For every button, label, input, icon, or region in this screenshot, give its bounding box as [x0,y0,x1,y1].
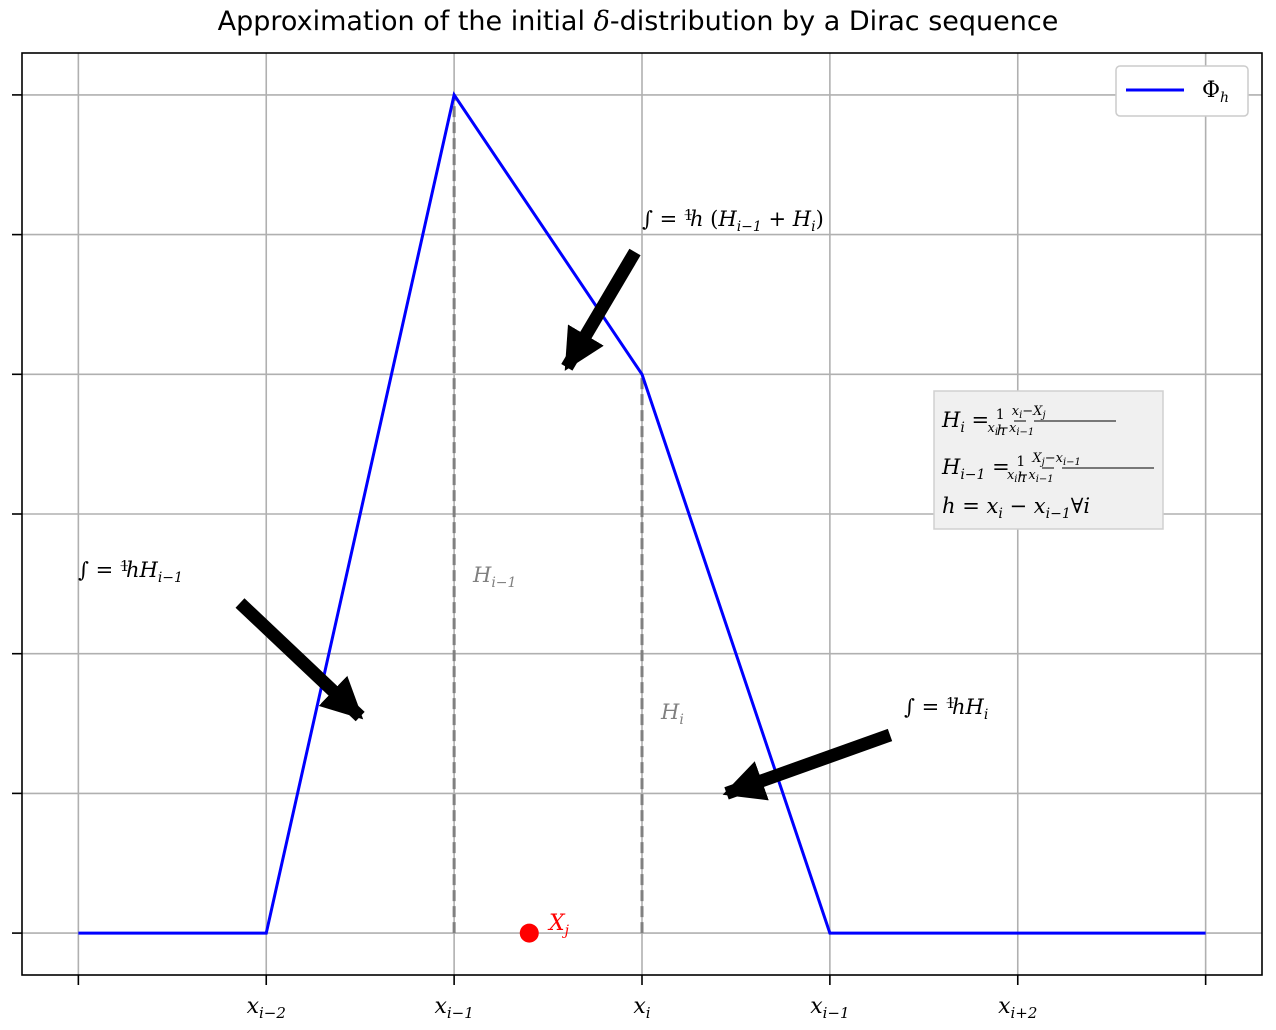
chart-title-text: Approximation of the initial [217,6,594,37]
series-layer [78,91,1206,935]
chart-title-text-end: -distribution by a Dirac sequence [609,6,1059,37]
x-axis-ticks: xi−2 xi−1 xi xi−1 xi+2 [77,975,1207,1022]
annotation-left: ∫ = 1‾hHi−1 [78,557,183,586]
chart-title: Approximation of the initial δ-distribut… [0,6,1276,37]
annotation-arrow-1 [561,248,641,371]
annotation-middle: ∫ = 1‾h (Hi−1 + Hi) [642,206,824,235]
annotation-arrows [235,248,893,801]
dashed-verticals [452,94,644,934]
annotation-arrow-0 [235,598,365,722]
point-label-x-j: Xj [547,911,570,939]
x-tick-label-1: xi−2 [247,994,286,1022]
y-axis-ticks [12,94,22,934]
x-tick-label-2: xi−1 [434,994,473,1022]
legend: Φh [1115,65,1249,117]
axes-frame [21,52,1263,976]
series-line-phi-h [78,91,1206,935]
point-layer [519,923,539,943]
dashed-label-h-i: Hi [660,700,684,728]
dashed-label-h-i-minus-1: Hi−1 [472,563,516,591]
x-tick-label-5: xi+2 [998,994,1037,1022]
x-tick-label-4: xi−1 [810,994,849,1022]
annotation-arrow-2 [722,728,893,801]
info-box: Hi = 1 hxi−Xj xi−xi−1 Hi−1 = 1 hXj−xi−1 xi−x… [933,390,1164,530]
x-tick-label-3: xi [633,994,650,1022]
annotation-right: ∫ = 1‾hHi [904,694,988,723]
info-box-background [933,390,1164,530]
chart-title-delta: δ [593,6,610,37]
point-x-j [519,923,539,943]
